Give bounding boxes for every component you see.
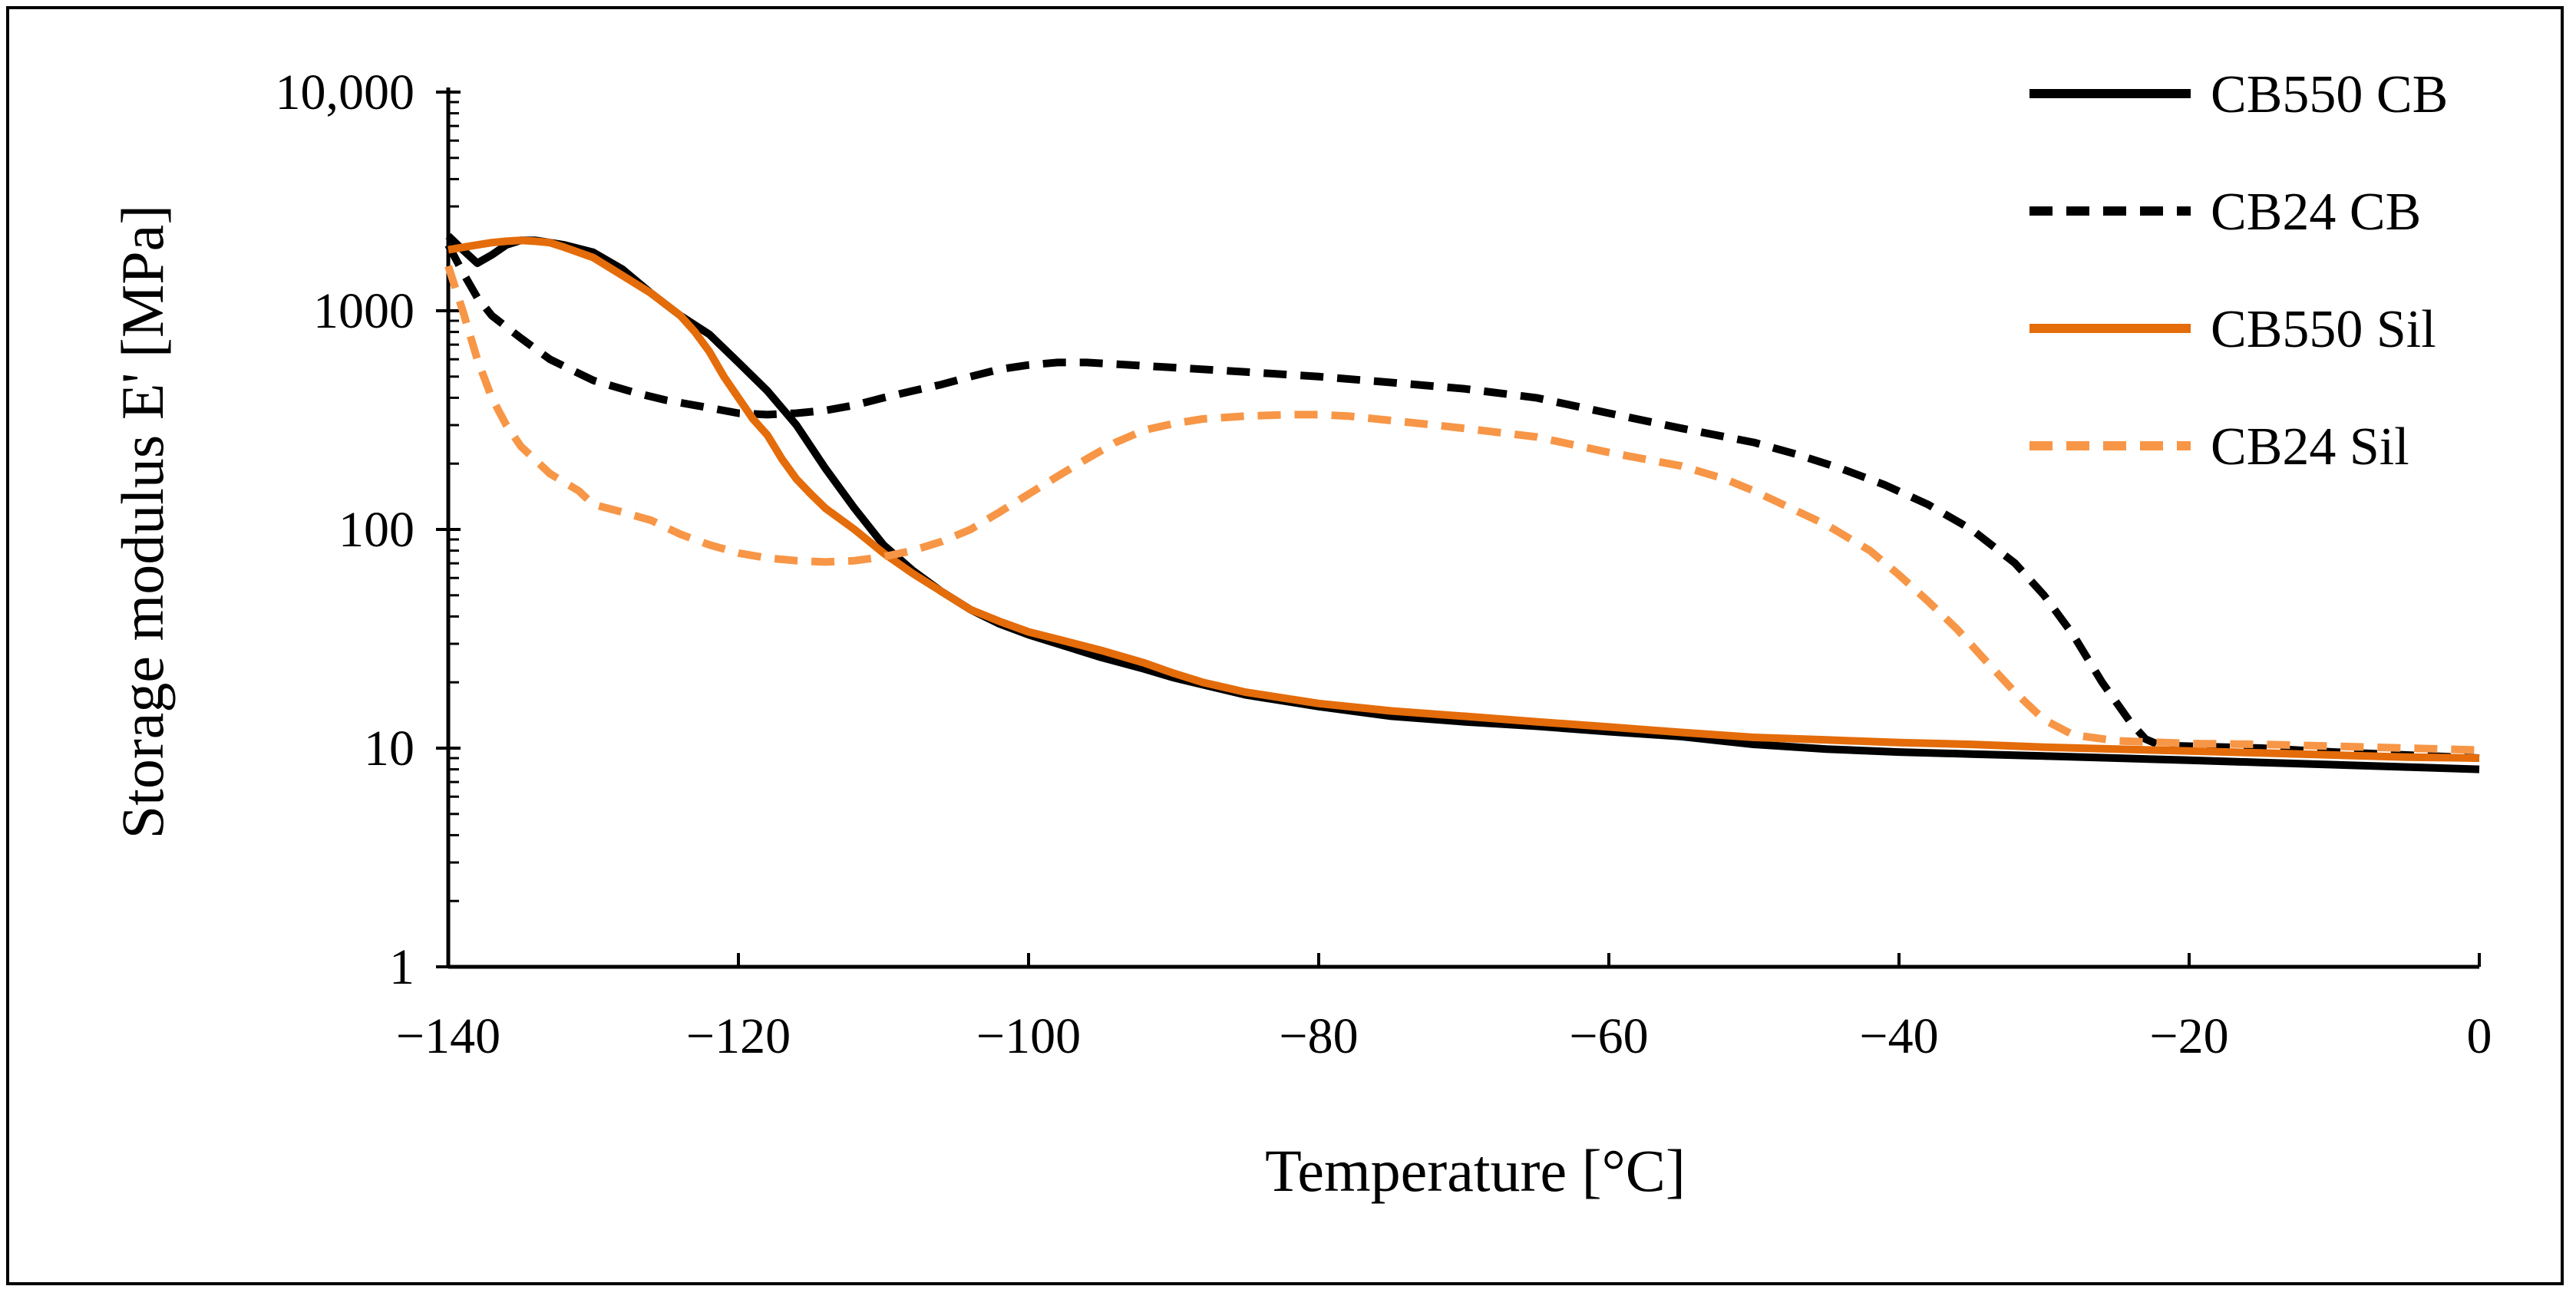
legend-label: CB550 Sil — [2211, 300, 2436, 359]
y-axis-title: Storage modulus E' [MPa] — [109, 205, 176, 839]
x-tick-label: −20 — [2149, 1008, 2228, 1064]
y-tick-label: 100 — [339, 502, 414, 558]
x-tick-label: −60 — [1569, 1008, 1648, 1064]
x-tick-label: −40 — [1859, 1008, 1938, 1064]
y-tick-label: 1 — [389, 939, 414, 995]
legend: CB550 CB CB24 CB CB550 Sil CB24 Sil — [2029, 65, 2448, 477]
legend-label: CB24 Sil — [2211, 417, 2409, 477]
series-line-cb24-cb — [444, 242, 2480, 762]
x-tick-label: −140 — [396, 1008, 500, 1064]
legend-label: CB24 CB — [2211, 183, 2421, 242]
x-tick-label: −80 — [1279, 1008, 1358, 1064]
legend-label: CB550 CB — [2211, 65, 2448, 124]
x-tick-label: 0 — [2467, 1008, 2492, 1064]
y-tick-label: 10,000 — [276, 64, 415, 120]
series-group — [444, 232, 2480, 773]
series-line-cb550-sil — [447, 236, 2480, 762]
x-tick-label: −120 — [686, 1008, 791, 1064]
x-axis-title: Temperature [°C] — [1265, 1137, 1686, 1204]
y-tick-label: 10 — [364, 721, 414, 777]
series-line-cb24-sil — [444, 265, 2480, 754]
y-tick-label: 1000 — [313, 283, 414, 339]
x-tick-label: −100 — [976, 1008, 1081, 1064]
y-axis: 1 10 100 1000 10,000 — [276, 64, 461, 995]
x-axis: −140 −120 −100 −80 −60 −40 −20 0 — [396, 953, 2492, 1064]
series-line-cb550-cb — [445, 232, 2480, 773]
chart-frame: −140 −120 −100 −80 −60 −40 −20 0 1 10 100 1000 10,0… — [6, 6, 2564, 1285]
chart-svg: −140 −120 −100 −80 −60 −40 −20 0 1 10 100 1000 10,0… — [109, 64, 2492, 1204]
